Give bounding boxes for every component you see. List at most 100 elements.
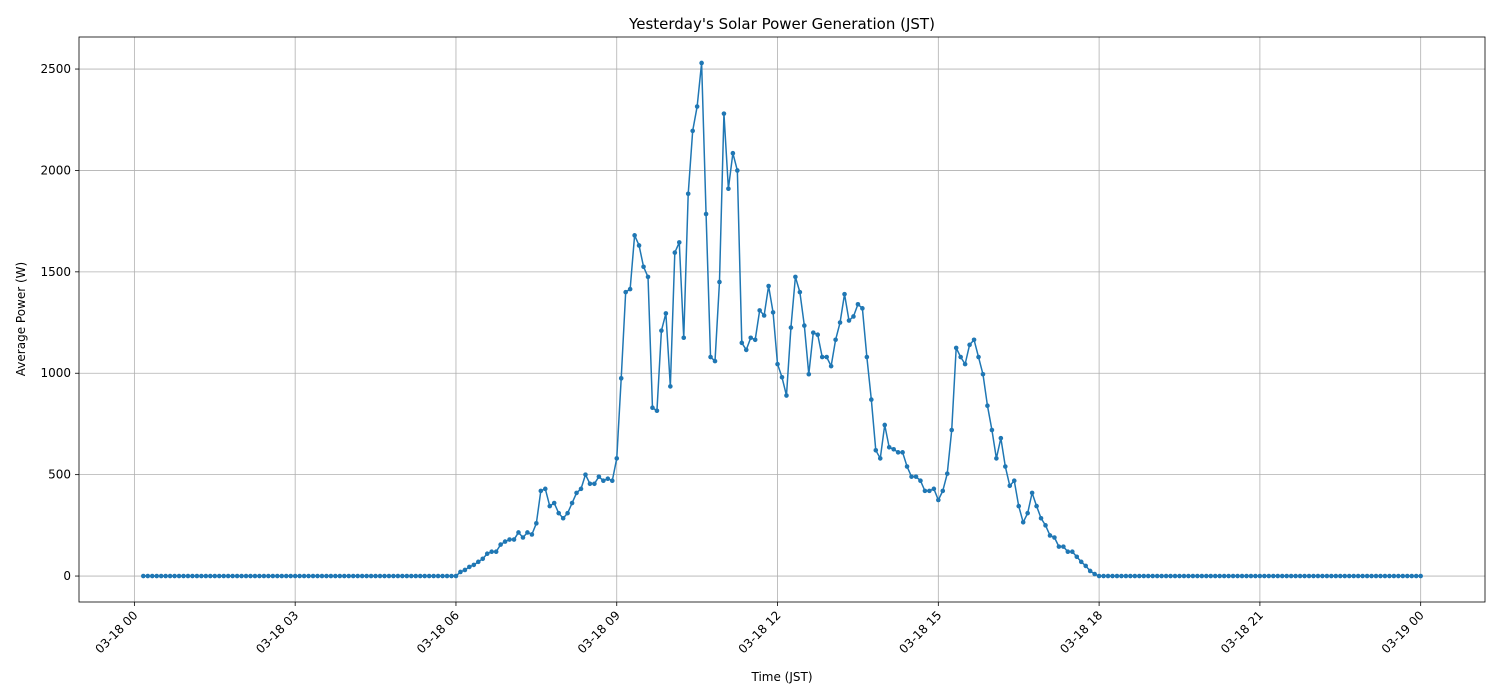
data-point <box>627 286 633 292</box>
data-point <box>1346 573 1352 579</box>
data-point <box>502 539 508 544</box>
data-point <box>788 325 794 330</box>
data-point <box>864 354 870 360</box>
data-point <box>1221 573 1227 579</box>
data-point <box>190 573 195 579</box>
data-point <box>315 573 320 579</box>
data-point <box>1373 573 1379 579</box>
data-point <box>1324 573 1330 579</box>
data-point <box>645 274 651 280</box>
data-point <box>618 376 624 381</box>
data-point <box>1342 573 1348 579</box>
data-point <box>690 128 695 134</box>
data-point <box>891 446 896 452</box>
data-point <box>659 328 664 333</box>
data-point <box>1195 573 1200 579</box>
data-point <box>480 556 486 562</box>
data-point <box>636 243 642 248</box>
data-point <box>413 573 419 579</box>
data-point <box>1003 464 1008 469</box>
data-point <box>1244 573 1249 579</box>
data-point <box>1110 573 1115 579</box>
data-point <box>1360 573 1365 579</box>
data-point <box>239 573 244 579</box>
data-point <box>261 573 267 579</box>
data-point <box>1061 544 1066 549</box>
data-point <box>408 573 414 579</box>
data-point <box>1078 559 1084 565</box>
data-point <box>1047 533 1053 538</box>
data-point <box>163 573 168 579</box>
data-point <box>1114 573 1120 579</box>
data-point <box>391 573 396 579</box>
data-point <box>185 573 191 579</box>
data-point <box>940 488 946 494</box>
data-point <box>176 573 182 579</box>
data-point <box>225 573 231 579</box>
data-point <box>1413 573 1419 579</box>
data-point <box>748 335 754 341</box>
data-point <box>605 476 611 481</box>
data-point <box>1020 519 1026 525</box>
data-point <box>435 573 441 579</box>
data-point <box>538 488 544 494</box>
data-point <box>989 427 995 433</box>
data-point <box>654 408 660 414</box>
data-point <box>333 573 338 579</box>
data-point <box>1279 573 1285 579</box>
data-point <box>221 573 227 579</box>
data-point <box>1204 573 1209 579</box>
data-point <box>498 542 503 547</box>
data-point <box>1070 549 1075 555</box>
data-point <box>735 168 740 173</box>
data-point <box>234 573 240 579</box>
data-point <box>395 573 401 579</box>
data-point <box>279 573 285 579</box>
data-point <box>556 510 561 516</box>
data-point <box>444 573 450 579</box>
data-point <box>909 474 914 479</box>
data-point <box>154 573 160 579</box>
data-point <box>565 510 570 516</box>
data-point <box>404 573 410 579</box>
data-point <box>1239 573 1245 579</box>
data-point <box>574 490 579 496</box>
data-point <box>1141 573 1147 579</box>
y-tick-label: 1500 <box>40 265 71 279</box>
data-point <box>1404 573 1410 579</box>
data-point <box>703 211 709 217</box>
y-tick-label: 2500 <box>40 62 71 76</box>
data-point <box>310 573 316 579</box>
data-point <box>802 323 807 328</box>
data-point <box>167 573 173 579</box>
data-point <box>712 358 718 364</box>
data-point <box>1087 568 1093 574</box>
data-point <box>797 289 803 295</box>
data-point <box>194 573 200 579</box>
data-point <box>967 342 972 348</box>
data-point <box>1364 573 1370 579</box>
data-point <box>1101 573 1106 579</box>
data-point <box>1266 573 1272 579</box>
data-point <box>230 573 235 579</box>
data-point <box>944 471 950 476</box>
data-point <box>355 573 360 579</box>
data-point <box>534 521 539 526</box>
data-point <box>306 573 311 579</box>
data-point <box>1038 515 1044 521</box>
data-point <box>248 573 253 579</box>
data-point <box>1248 573 1254 579</box>
data-point <box>203 573 209 579</box>
data-point <box>699 60 704 66</box>
data-point <box>560 515 566 521</box>
data-point <box>212 573 218 579</box>
data-point <box>471 562 477 568</box>
data-point <box>819 354 825 360</box>
data-point <box>1387 573 1392 579</box>
data-point <box>386 573 392 579</box>
data-point <box>833 337 838 343</box>
data-point <box>547 503 553 509</box>
data-point <box>1123 573 1129 579</box>
data-point <box>252 573 258 579</box>
